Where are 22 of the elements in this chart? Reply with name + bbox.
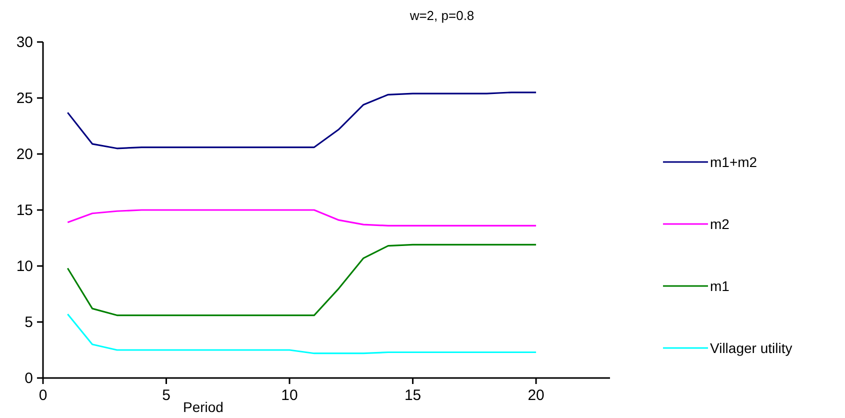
legend-label: m1 xyxy=(710,278,730,294)
y-tick-label: 30 xyxy=(16,34,33,51)
x-tick-label: 10 xyxy=(281,387,298,404)
line-series xyxy=(66,92,537,150)
x-tick-label: 20 xyxy=(528,387,544,404)
x-tick-label: 15 xyxy=(404,387,422,404)
y-tick-label: 5 xyxy=(24,314,33,331)
chart-title: w=2, p=0.8 xyxy=(408,8,474,23)
legend-label: m2 xyxy=(710,216,730,232)
y-tick-label: 20 xyxy=(16,146,33,163)
legend-label: m1+m2 xyxy=(710,154,758,170)
y-tick-label: 0 xyxy=(24,370,33,387)
legend-label: Villager utility xyxy=(710,340,792,356)
y-tick-label: 10 xyxy=(16,258,33,275)
x-tick-label: 5 xyxy=(162,387,170,404)
x-tick-label: 0 xyxy=(38,387,48,404)
y-tick-label: 15 xyxy=(16,202,33,219)
line-series xyxy=(66,244,537,316)
line-series xyxy=(66,313,537,354)
line-series xyxy=(66,209,537,226)
x-axis-title: Period xyxy=(183,399,224,415)
y-tick-label: 25 xyxy=(16,90,33,107)
